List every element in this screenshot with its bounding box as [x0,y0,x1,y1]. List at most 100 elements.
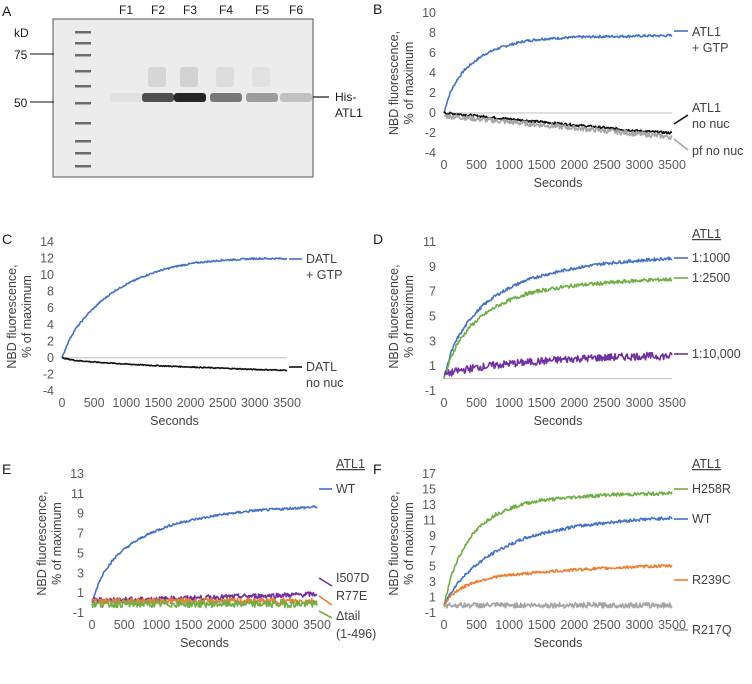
y-tick-label: 8 [47,285,54,299]
panel-label: C [2,231,12,247]
lane-label: F5 [255,3,269,17]
x-tick-label: 1000 [495,396,523,410]
x-axis-title: Seconds [180,636,229,650]
x-tick-label: 1000 [142,618,170,632]
y-tick-label: 9 [77,507,84,521]
y-tick-label: 11 [71,487,84,501]
series-line-r217q [443,601,673,609]
y-tick-label: 9 [429,529,436,543]
legend-label: 1:1000 [692,251,730,265]
y-tick-label: -2 [425,126,436,140]
chart-panel-d: D 0 500 1000 1500 2000 2500 3000 3500 -1 1 3 5 7 9 11 Se… [373,227,741,428]
x-tick-label: 1000 [495,618,523,632]
y-tick-label: 3 [429,334,436,348]
legend-label: WT [692,512,712,526]
x-tick-label: 1500 [528,618,556,632]
x-tick-label: 3500 [273,396,301,410]
chart-panel-b: B 0 500 1000 1500 2000 2500 3000 3500 -4 -2 0 2 4 6 8 10… [373,1,743,190]
x-axis-title: Seconds [150,414,199,428]
series-line-wt [91,505,318,604]
legend-label: pf no nuc [692,144,743,158]
series-line-r77e [91,597,318,605]
y-tick-label: 2 [47,334,54,348]
x-tick-label: 1500 [175,618,203,632]
charts: B0 500 1000 1500 2000 2500 3000 3500-4-20246810… [2,1,743,650]
legend-title: ATL1 [692,457,721,471]
legend-label: + GTP [306,268,342,282]
y-axis-title-line2: % of maximum [20,275,34,358]
chart-panel-c: C 0 500 1000 1500 2000 2500 3000 3500 -4 -2 0 2 4 6 8 10… [2,231,344,428]
series-line-pf-no-nuc [443,114,673,141]
kd-label: kD [14,26,29,40]
lane-label: F1 [119,3,133,17]
lane-label: F2 [151,3,165,17]
legend-title: ATL1 [336,457,365,471]
lane-label: F6 [289,3,303,17]
y-tick-label: 1 [429,359,436,373]
x-tick-label: 2000 [560,618,588,632]
legend-label: no nuc [306,376,344,390]
y-tick-label: 5 [429,310,436,324]
x-tick-label: 3000 [241,396,269,410]
legend-label: ATL1 [692,25,721,39]
marker-75-label: 75 [14,48,28,62]
protein-band [246,93,278,102]
panel-label: E [2,461,11,477]
ladder-band [75,42,91,45]
series-line-datl-no-nuc [61,356,288,372]
x-tick-label: 2500 [593,158,621,172]
legend-label: Δtail [336,609,360,623]
gel-lanes: F1 F2 F3 F4 F5 F6 [119,3,303,17]
y-axis-title-line1: NBD fluorescence, [35,491,49,595]
ladder-band [75,54,91,57]
y-tick-label: -1 [425,384,436,398]
y-tick-label: 2 [429,86,436,100]
x-tick-label: 0 [441,618,448,632]
lane-label: F4 [219,3,233,17]
panel-label: F [373,461,382,477]
protein-band [174,93,206,102]
x-tick-label: 2500 [593,618,621,632]
x-tick-label: 1500 [528,396,556,410]
y-tick-label: 12 [40,252,54,266]
x-tick-label: 1000 [495,158,523,172]
y-tick-label: 3 [429,575,436,589]
series-line-datl-gtp [61,257,288,359]
y-axis-title-line1: NBD fluorescence, [387,264,401,368]
legend-connector [318,577,333,587]
protein-band [210,93,242,102]
series-line-atl1-no-nuc [443,111,673,135]
chart-panel-f: F0 500 1000 1500 2000 2500 3000 3500-1135791113… [373,457,732,650]
protein-band [142,93,174,102]
y-tick-label: 0 [47,351,54,365]
x-tick-label: 2500 [593,396,621,410]
x-tick-label: 2000 [177,396,205,410]
legend-label: + GTP [692,41,728,55]
x-tick-label: 2500 [239,618,267,632]
y-tick-label: 14 [40,235,54,249]
legend-label: (1-496) [336,627,376,641]
x-tick-label: 3000 [626,158,654,172]
smear-band [252,67,270,87]
legend-label: H258R [692,482,731,496]
y-tick-label: 1 [77,586,84,600]
x-tick-label: 1000 [112,396,140,410]
x-tick-label: 3500 [658,618,686,632]
legend-title: ATL1 [692,227,721,241]
x-tick-label: 0 [441,396,448,410]
ladder-band [75,122,91,125]
legend-label: 1:10,000 [692,347,741,361]
x-tick-label: 2000 [560,158,588,172]
x-tick-label: 1500 [145,396,173,410]
x-tick-label: 1500 [528,158,556,172]
x-tick-label: 0 [59,396,66,410]
gel-bands [110,67,312,102]
x-axis-title: Seconds [534,414,583,428]
y-axis-title-line2: % of maximum [402,275,416,358]
x-axis-title: Seconds [534,636,583,650]
series-line--tail-1-496- [91,599,318,609]
protein-band [110,93,142,102]
series-line-wt [443,516,673,606]
panel-a-gel: A kD F1 F2 F3 F4 F5 F6 75 50 His- ATL1 [2,3,363,178]
